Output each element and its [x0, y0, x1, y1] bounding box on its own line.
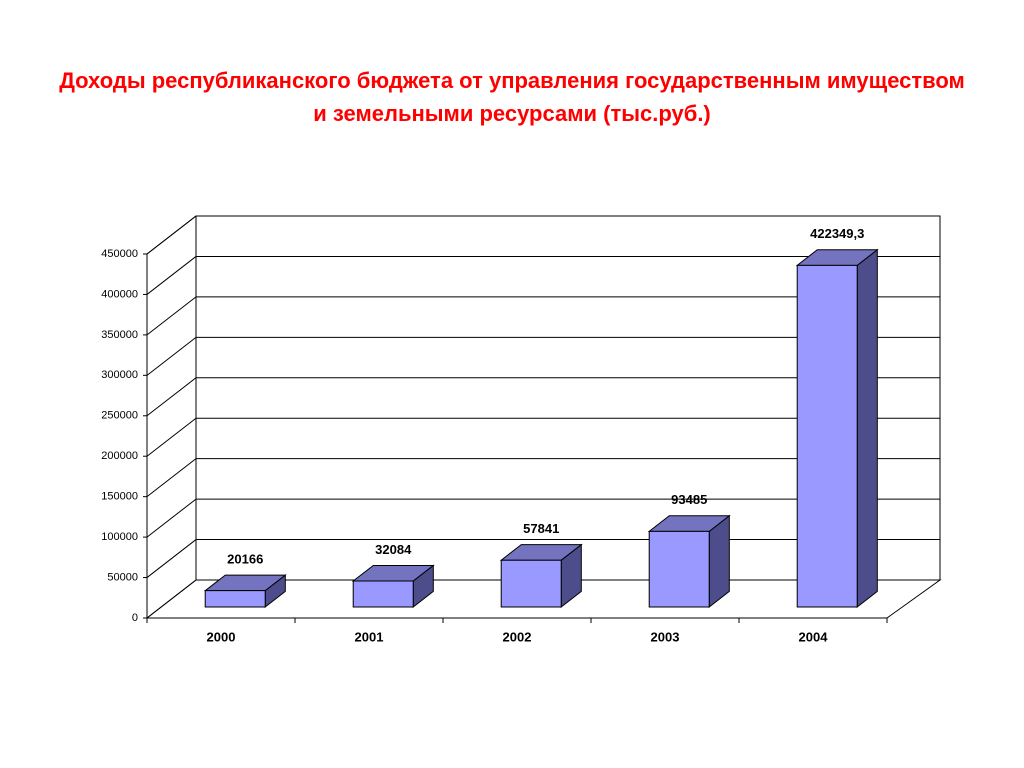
grid-line-side [146, 579, 197, 619]
bar [499, 543, 583, 609]
x-tick-label: 2004 [799, 629, 829, 644]
bar [203, 574, 287, 609]
value-label: 422349,3 [810, 226, 864, 241]
y-tick-label: 100000 [101, 531, 138, 543]
value-label: 20166 [227, 552, 263, 567]
grid-line-side [146, 377, 197, 417]
y-tick-label: 0 [132, 612, 138, 624]
bar-front [204, 590, 266, 608]
grid-line-side [146, 215, 197, 255]
bar-front [796, 264, 858, 608]
grid-line-side [146, 539, 197, 578]
bar [351, 564, 435, 609]
y-tick-label: 300000 [101, 369, 138, 381]
bar [647, 514, 731, 609]
grid-line-side [146, 498, 197, 538]
y-tick-label: 350000 [101, 329, 138, 341]
bar [795, 248, 879, 609]
chart-title: Доходы республиканского бюджета от управ… [59, 68, 965, 126]
y-tick-label: 150000 [101, 491, 138, 503]
grid-line-side [146, 458, 197, 498]
x-tick-label: 2001 [355, 629, 384, 644]
y-tick-label: 250000 [101, 410, 138, 422]
x-tick-label: 2000 [207, 629, 236, 644]
value-label: 32084 [375, 542, 412, 557]
grid-line-side [146, 336, 197, 376]
bar-front [648, 530, 710, 608]
x-tick-label: 2002 [503, 629, 532, 644]
value-label: 57841 [523, 521, 559, 536]
y-tick-label: 450000 [101, 248, 138, 260]
y-tick-label: 200000 [101, 450, 138, 462]
value-label: 93485 [671, 492, 707, 507]
bar-front [352, 580, 414, 608]
y-tick-label: 50000 [107, 571, 138, 583]
grid-line-side [146, 256, 197, 295]
y-tick-label: 400000 [101, 288, 138, 300]
bar-side [856, 248, 878, 609]
grid-line-side [146, 417, 197, 457]
bar-front [500, 559, 562, 608]
grid-line-side [146, 296, 197, 336]
x-tick-label: 2003 [651, 629, 680, 644]
